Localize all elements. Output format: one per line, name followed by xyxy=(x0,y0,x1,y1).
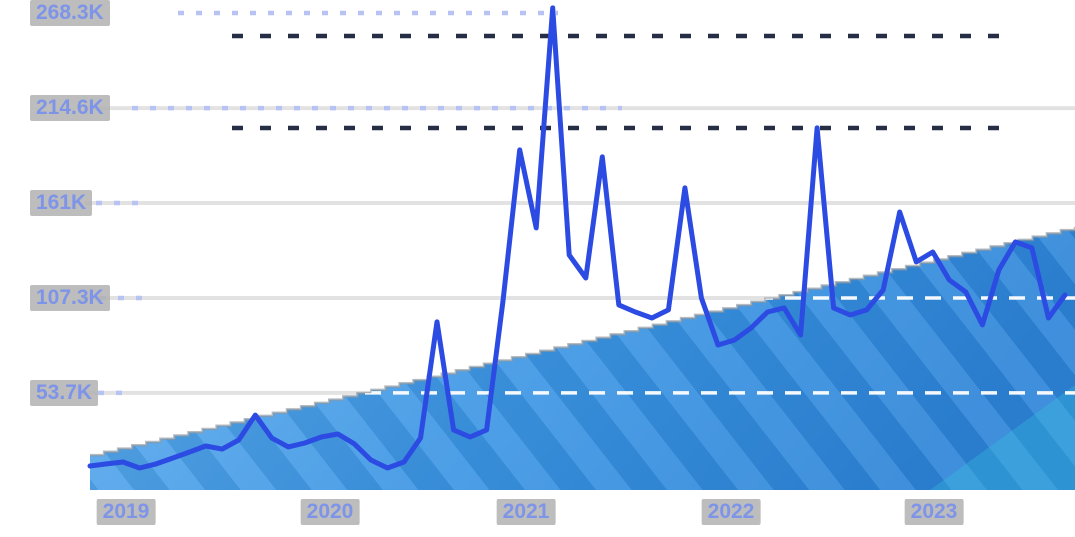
y-axis-label: 268.3K xyxy=(30,0,110,26)
wedge-hatch-overlay xyxy=(90,226,1075,490)
y-axis-label: 53.7K xyxy=(30,380,99,406)
x-axis-label: 2021 xyxy=(496,499,556,525)
y-axis-label: 161K xyxy=(30,190,93,216)
x-axis-label: 2022 xyxy=(701,499,761,525)
x-axis-label: 2020 xyxy=(300,499,360,525)
x-axis-label: 2019 xyxy=(96,499,156,525)
y-axis-label: 214.6K xyxy=(30,95,110,121)
x-axis-label: 2023 xyxy=(904,499,964,525)
wedge-corner-tint xyxy=(930,385,1075,490)
interest-data-line xyxy=(87,5,1068,471)
y-axis-label: 107.3K xyxy=(30,285,110,311)
